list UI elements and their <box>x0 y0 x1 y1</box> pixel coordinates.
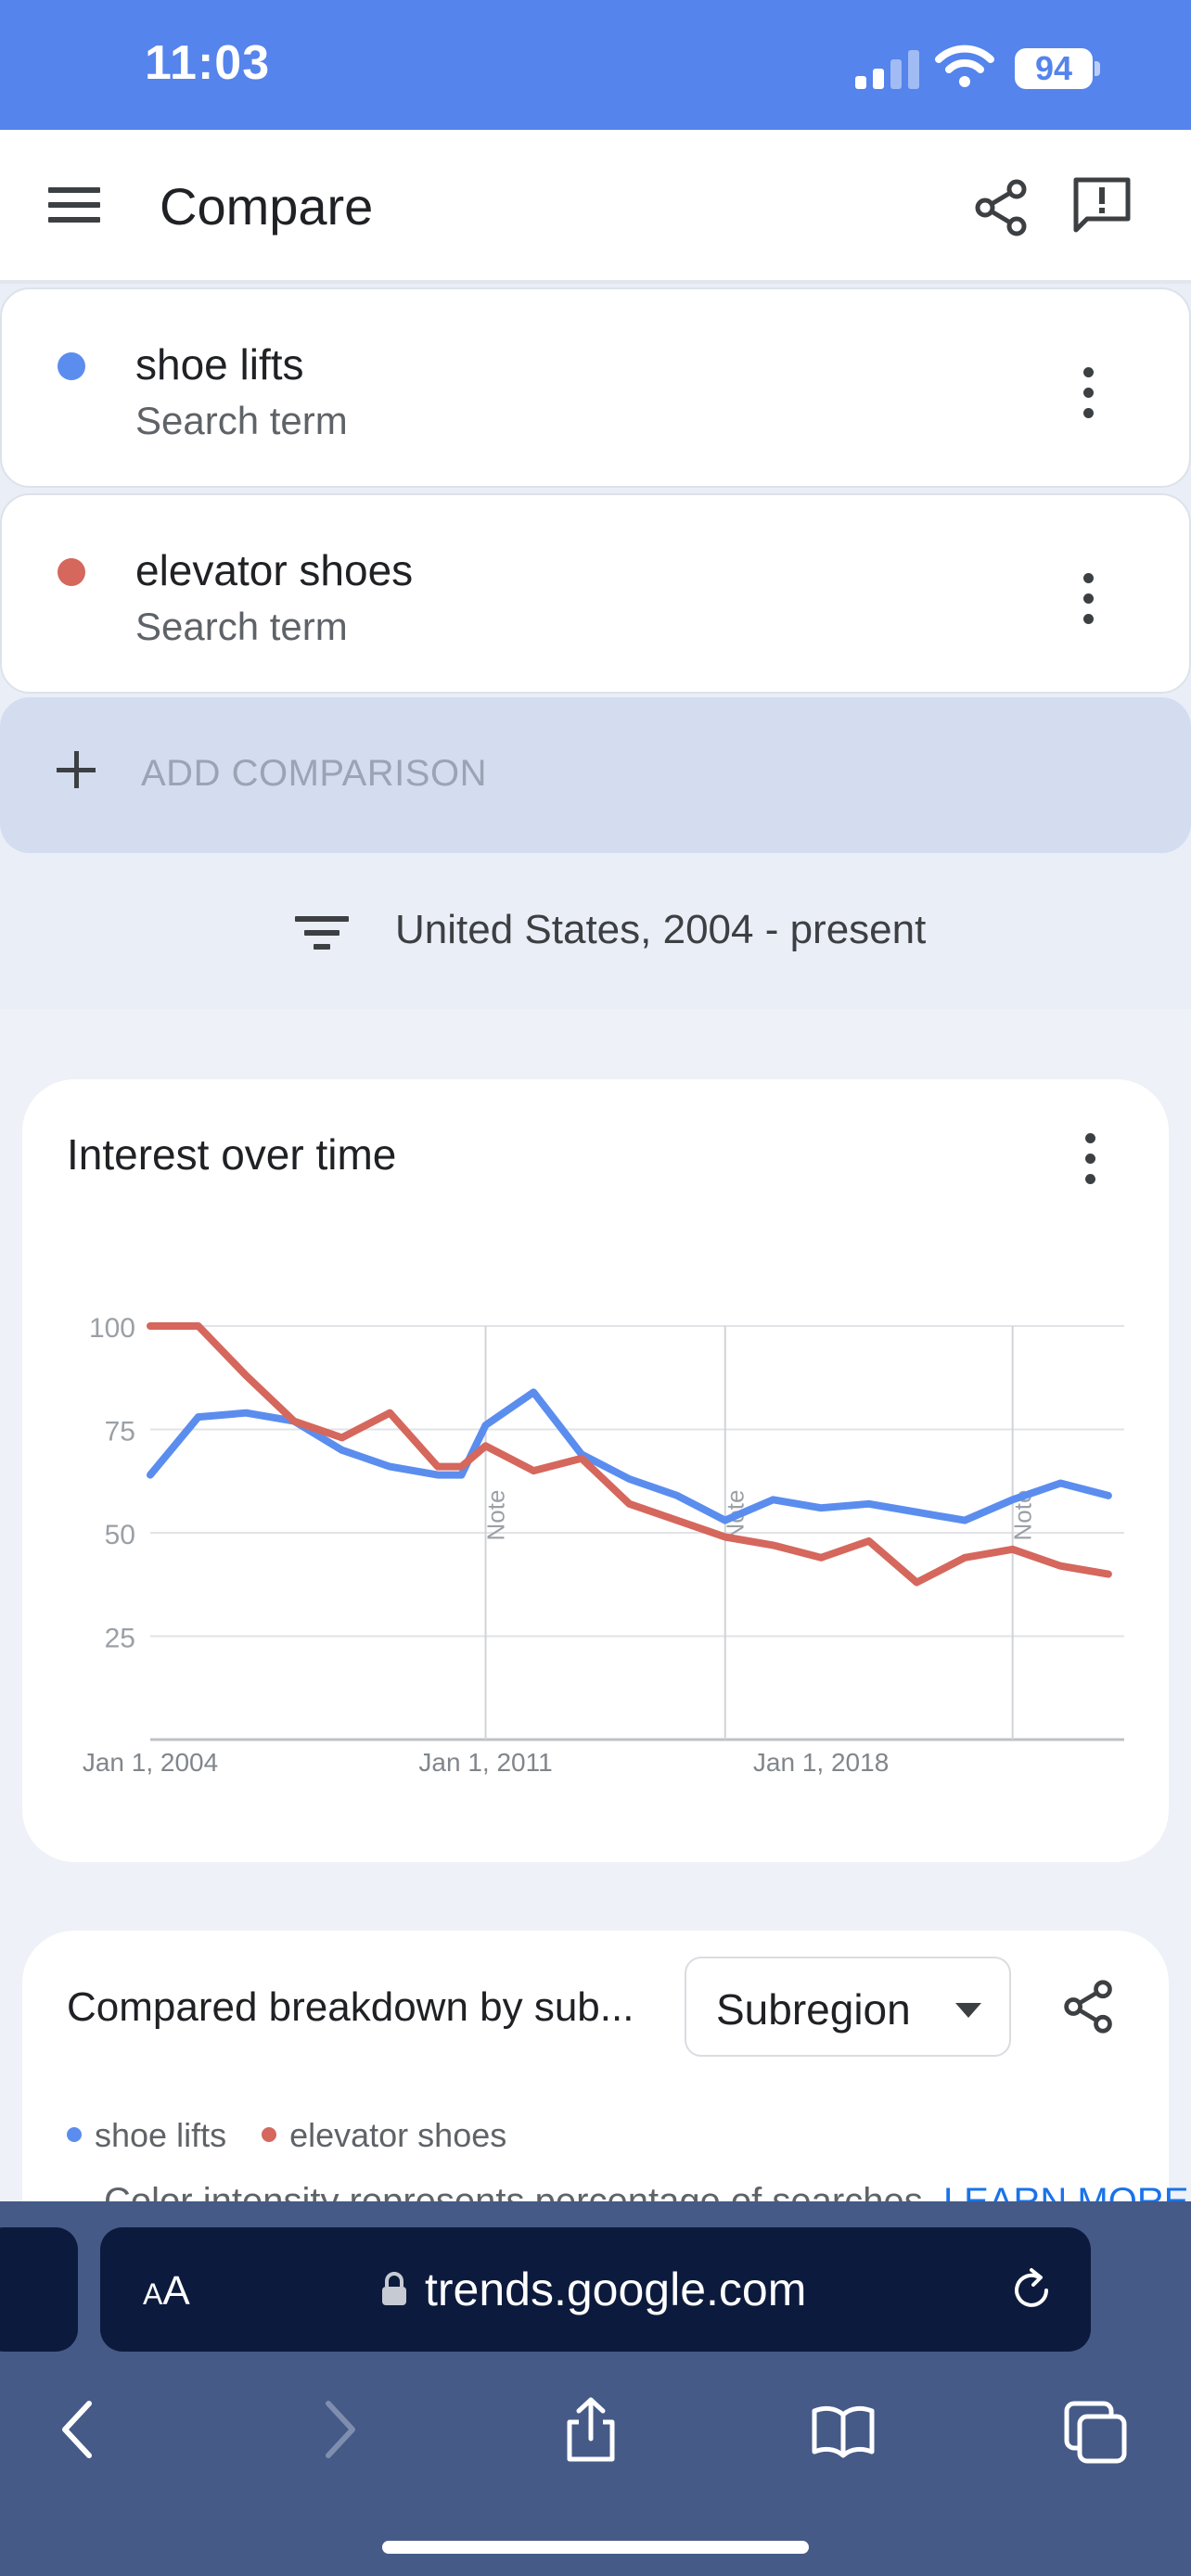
wifi-icon <box>935 45 994 87</box>
term-name: elevator shoes <box>135 546 414 594</box>
series-color-dot <box>58 352 85 380</box>
reader-options-button[interactable]: AA <box>143 2268 190 2314</box>
breakdown-legend: shoe lifts elevator shoes <box>67 2116 532 2155</box>
interest-over-time-card: Interest over time 25 50 75 100 Jan 1, 2004 J… <box>22 1079 1169 1862</box>
status-bar: 11:03 94 <box>0 0 1191 130</box>
more-options-icon[interactable] <box>1085 1133 1096 1185</box>
filter-summary: United States, 2004 - present <box>395 907 927 952</box>
share-icon[interactable] <box>972 178 1031 237</box>
forward-icon[interactable] <box>306 2394 371 2465</box>
legend-item: shoe lifts <box>67 2116 226 2155</box>
more-options-icon[interactable] <box>1083 573 1095 625</box>
add-comparison-button[interactable]: ADD COMPARISON <box>0 697 1191 853</box>
browser-toolbar: AA trends.google.com <box>0 2201 1191 2576</box>
battery-level: 94 <box>1015 48 1093 89</box>
page-title: Compare <box>160 177 374 236</box>
filter-icon <box>295 916 349 953</box>
cellular-signal-icon <box>855 50 919 89</box>
term-type: Search term <box>135 399 348 442</box>
x-tick-label: Jan 1, 2011 <box>418 1748 552 1777</box>
series-line-elevator-shoes <box>147 1322 1112 1587</box>
term-name: shoe lifts <box>135 340 304 389</box>
select-value: Subregion <box>716 1985 911 2034</box>
share-sheet-icon[interactable] <box>558 2394 623 2465</box>
plus-icon <box>54 747 98 792</box>
menu-icon[interactable] <box>48 187 104 228</box>
share-icon[interactable] <box>1061 1979 1117 2034</box>
previous-tab-preview[interactable] <box>0 2227 78 2352</box>
series-line-shoe-lifts <box>147 1388 1112 1524</box>
address-bar[interactable]: AA trends.google.com <box>100 2227 1091 2352</box>
reload-icon[interactable] <box>1005 2264 1057 2316</box>
term-type: Search term <box>135 605 348 648</box>
chart-title: Interest over time <box>67 1130 397 1179</box>
y-tick-label: 25 <box>105 1624 135 1654</box>
x-tick-label: Jan 1, 2018 <box>753 1748 889 1777</box>
status-time: 11:03 <box>145 36 271 90</box>
home-indicator <box>382 2541 809 2554</box>
back-icon[interactable] <box>46 2394 111 2465</box>
y-tick-label: 100 <box>89 1313 135 1344</box>
bookmarks-icon[interactable] <box>811 2394 876 2465</box>
breakdown-title: Compared breakdown by sub... <box>67 1984 634 2030</box>
lock-icon <box>382 2272 406 2305</box>
battery-icon: 94 <box>1015 48 1100 89</box>
series-color-dot <box>58 558 85 586</box>
add-comparison-label: ADD COMPARISON <box>141 753 487 794</box>
region-level-select[interactable]: Subregion <box>685 1957 1011 2057</box>
note-label: Note <box>482 1490 510 1541</box>
feedback-icon[interactable] <box>1070 174 1133 237</box>
url-text: trends.google.com <box>425 2264 807 2315</box>
interest-line-chart: 25 50 75 100 Jan 1, 2004 Jan 1, 2011 Jan 1, 20… <box>83 1313 1124 1777</box>
term-card-elevator-shoes[interactable]: elevator shoes Search term <box>0 493 1191 694</box>
app-bar: Compare <box>0 130 1191 284</box>
term-card-shoe-lifts[interactable]: shoe lifts Search term <box>0 287 1191 488</box>
filter-row[interactable]: United States, 2004 - present <box>0 890 1191 974</box>
dropdown-caret-icon <box>955 2003 981 2018</box>
y-tick-label: 50 <box>105 1520 135 1550</box>
legend-item: elevator shoes <box>262 2116 506 2155</box>
more-options-icon[interactable] <box>1083 367 1095 419</box>
tabs-icon[interactable] <box>1063 2394 1128 2465</box>
y-tick-label: 75 <box>105 1417 135 1447</box>
x-tick-label: Jan 1, 2004 <box>83 1748 218 1777</box>
